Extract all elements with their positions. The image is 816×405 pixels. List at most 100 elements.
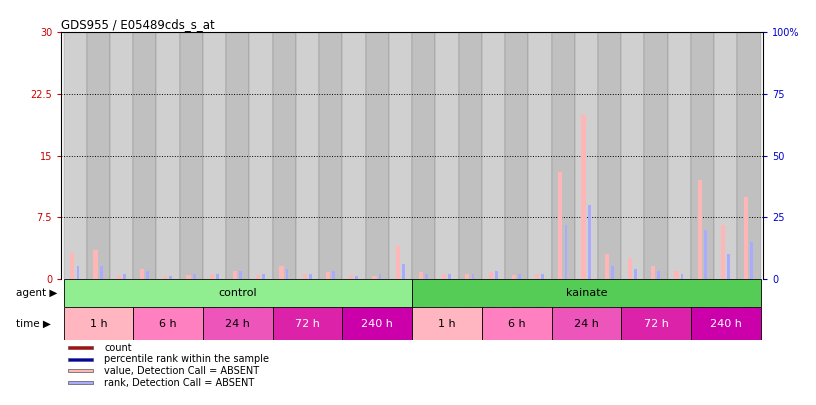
Text: 24 h: 24 h <box>225 319 251 329</box>
Bar <box>379 274 381 279</box>
Bar <box>691 0 714 405</box>
Bar <box>180 0 203 405</box>
Text: GSM19347: GSM19347 <box>560 286 566 320</box>
Text: 24 h: 24 h <box>574 319 599 329</box>
Bar <box>489 272 493 279</box>
Text: GSM19351: GSM19351 <box>513 286 520 320</box>
Text: GSM19344: GSM19344 <box>699 286 706 320</box>
Bar <box>691 307 761 340</box>
Text: 6 h: 6 h <box>159 319 177 329</box>
Bar <box>210 274 214 279</box>
Bar <box>558 172 562 279</box>
Text: GSM19353: GSM19353 <box>630 286 636 320</box>
Bar <box>634 269 637 279</box>
Text: 240 h: 240 h <box>710 319 742 329</box>
Bar <box>396 246 400 279</box>
Bar <box>611 266 614 279</box>
Text: GSM19330: GSM19330 <box>165 286 171 320</box>
Bar <box>528 0 552 405</box>
Bar <box>714 0 738 405</box>
Bar <box>598 0 621 405</box>
Bar <box>273 0 296 405</box>
Text: GSM19354: GSM19354 <box>653 286 659 320</box>
Text: GSM19318: GSM19318 <box>375 286 380 320</box>
Bar <box>412 307 481 340</box>
Text: GSM19314: GSM19314 <box>118 286 125 320</box>
Text: GSM19334: GSM19334 <box>282 286 287 320</box>
Text: 6 h: 6 h <box>508 319 526 329</box>
Text: GSM19332: GSM19332 <box>188 286 194 320</box>
Bar <box>574 0 598 405</box>
Bar <box>738 0 761 405</box>
Bar <box>286 269 289 279</box>
Text: GSM19324: GSM19324 <box>235 286 241 320</box>
Bar <box>94 250 98 279</box>
Bar <box>157 0 180 405</box>
Text: percentile rank within the sample: percentile rank within the sample <box>104 354 269 364</box>
Bar <box>628 258 632 279</box>
Bar <box>279 266 284 279</box>
Text: GSM19345: GSM19345 <box>723 286 729 320</box>
Bar <box>681 274 684 279</box>
Bar <box>435 0 459 405</box>
Bar <box>494 271 498 279</box>
Text: 72 h: 72 h <box>295 319 320 329</box>
Text: GDS955 / E05489cds_s_at: GDS955 / E05489cds_s_at <box>61 18 215 31</box>
Text: count: count <box>104 343 131 353</box>
Bar <box>512 275 516 279</box>
Bar <box>582 115 586 279</box>
Bar <box>70 252 74 279</box>
Bar <box>309 274 312 279</box>
Bar <box>332 271 335 279</box>
Bar <box>64 307 133 340</box>
Bar <box>146 271 149 279</box>
Bar <box>535 274 539 279</box>
Bar <box>133 0 157 405</box>
Bar <box>727 254 730 279</box>
Bar <box>86 0 110 405</box>
Bar <box>273 307 343 340</box>
Bar <box>481 0 505 405</box>
Text: GSM19311: GSM19311 <box>72 286 78 320</box>
Bar <box>186 275 191 279</box>
Text: GSM19328: GSM19328 <box>142 286 148 320</box>
Bar <box>123 274 126 279</box>
Bar <box>459 0 481 405</box>
Bar <box>412 279 761 307</box>
Bar <box>372 275 376 279</box>
Bar <box>425 274 428 279</box>
Bar <box>541 274 544 279</box>
Bar <box>343 307 412 340</box>
Text: GSM19355: GSM19355 <box>676 286 682 320</box>
Text: GSM19336: GSM19336 <box>304 286 311 320</box>
Bar <box>744 197 748 279</box>
Bar <box>170 276 172 279</box>
Bar <box>472 274 474 279</box>
Bar <box>343 0 366 405</box>
Bar <box>518 274 521 279</box>
Text: GSM19350: GSM19350 <box>490 286 496 320</box>
Text: GSM19313: GSM19313 <box>95 286 101 320</box>
Text: GSM19343: GSM19343 <box>468 286 473 320</box>
Bar <box>465 274 469 279</box>
Bar <box>645 0 667 405</box>
Text: GSM19349: GSM19349 <box>606 286 613 320</box>
Bar <box>319 0 343 405</box>
Text: GSM19352: GSM19352 <box>537 286 543 320</box>
Text: value, Detection Call = ABSENT: value, Detection Call = ABSENT <box>104 366 259 376</box>
Bar <box>203 0 226 405</box>
Bar <box>250 0 273 405</box>
Bar <box>675 271 679 279</box>
Text: 1 h: 1 h <box>90 319 107 329</box>
Bar <box>226 0 250 405</box>
Bar <box>401 264 405 279</box>
Text: GSM19316: GSM19316 <box>351 286 357 320</box>
Text: GSM19320: GSM19320 <box>397 286 403 320</box>
Bar <box>552 307 621 340</box>
Bar <box>100 266 103 279</box>
Bar <box>140 269 144 279</box>
Text: rank, Detection Call = ABSENT: rank, Detection Call = ABSENT <box>104 377 255 388</box>
Bar <box>110 0 133 405</box>
Bar <box>69 358 94 361</box>
Bar <box>117 275 121 279</box>
